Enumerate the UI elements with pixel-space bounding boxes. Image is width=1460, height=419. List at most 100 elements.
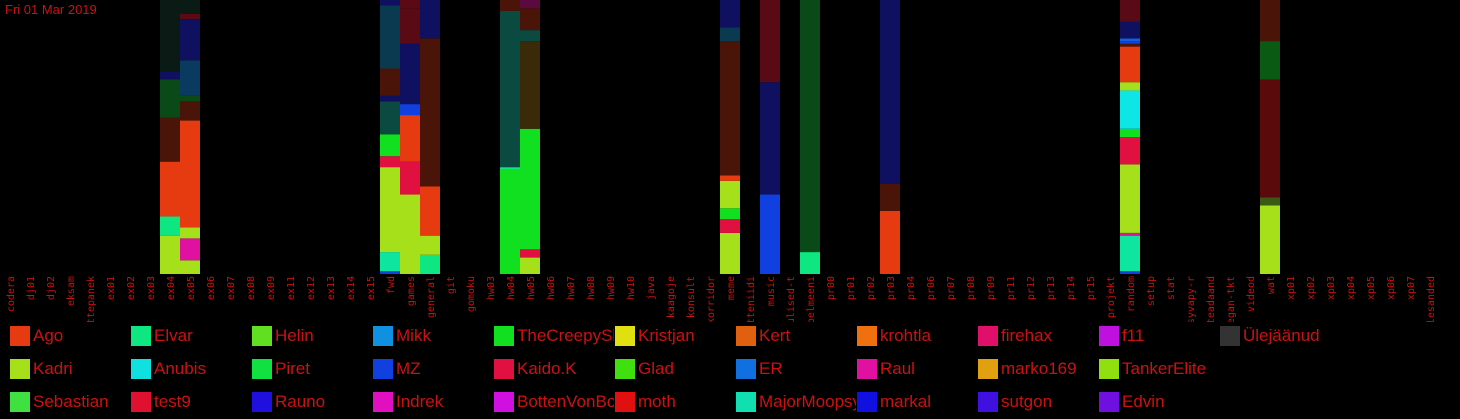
bar-segment: [720, 41, 740, 176]
bar-segment: [520, 257, 540, 274]
bar-segment: [160, 0, 180, 72]
legend-swatch: [131, 392, 151, 412]
x-tick-label: syvapy-r: [1186, 276, 1197, 322]
bar-segment: [520, 0, 540, 9]
x-tick-label: games: [406, 276, 417, 306]
x-tick-label: pr06: [926, 276, 937, 300]
legend-label: Glad: [638, 359, 674, 378]
x-tick-label: xp02: [1306, 276, 1317, 300]
x-tick-label: ex04: [166, 276, 177, 300]
bar-segment: [380, 68, 400, 96]
x-tick-label: ex13: [326, 276, 337, 300]
legend-swatch: [1099, 359, 1119, 379]
legend-item: Anubis: [131, 358, 251, 380]
legend-item: Kadri: [10, 358, 130, 380]
legend-label: Kaido.K: [517, 359, 577, 378]
legend-item: moth: [615, 391, 735, 413]
x-tick-label: vegan-tkt: [1226, 276, 1237, 322]
x-tick-label: meme: [726, 276, 737, 300]
legend-item: Glad: [615, 358, 735, 380]
bar-segment: [400, 194, 420, 274]
legend-swatch: [252, 359, 272, 379]
legend-label: sutgon: [1001, 392, 1053, 411]
x-tick-label: xp06: [1386, 276, 1397, 300]
x-tick-label: gomoku: [466, 276, 477, 312]
legend-item: MajorMoopsy: [736, 391, 856, 413]
x-tick-label: xp07: [1406, 276, 1417, 300]
bar-general: [420, 0, 440, 274]
bar-segment: [160, 117, 180, 162]
bar-segment: [400, 104, 420, 116]
bar-segment: [1120, 271, 1140, 274]
bar-meme: [720, 0, 740, 274]
x-tick-label: hw03: [486, 276, 497, 300]
x-tick-label: hw05: [526, 276, 537, 300]
bar-segment: [420, 186, 440, 236]
legend-label: BottenVonBot: [517, 392, 614, 411]
stacked-bar-chart: codera dj01 dj02 eksam ettepanek ex01 ex02 ex03…: [6, 0, 1437, 322]
legend-swatch: [373, 392, 393, 412]
bar-hw05: [520, 0, 540, 274]
bar-segment: [160, 71, 180, 80]
legend-item: TankerElite: [1099, 358, 1219, 380]
legend-swatch: [494, 326, 514, 346]
x-tick-label: fwd: [386, 276, 397, 294]
legend-label: Ago: [33, 326, 64, 345]
legend-item: sutgon: [978, 391, 1098, 413]
legend-label: firehax: [1001, 326, 1053, 345]
bar-segment: [380, 5, 400, 69]
legend-label: marko169: [1001, 359, 1077, 378]
legend-item: firehax: [978, 325, 1098, 347]
legend-item: f11: [1099, 325, 1219, 347]
legend-swatch: [857, 359, 877, 379]
x-tick-label: hw04: [506, 276, 517, 300]
x-tick-label: stat: [1166, 276, 1177, 300]
legend-item: Kristjan: [615, 325, 735, 347]
legend-label: Rauno: [275, 392, 326, 411]
bar-segment: [720, 175, 740, 181]
x-tick-label: teadaand: [1206, 276, 1217, 322]
legend-item: Raul: [857, 358, 977, 380]
legend-swatch: [978, 326, 998, 346]
x-tick-label: korridor: [706, 276, 717, 322]
bar-segment: [380, 101, 400, 135]
legend-item: TheCreepySh: [494, 325, 614, 347]
x-tick-label: xp01: [1286, 276, 1297, 300]
x-tick-label: pr14: [1066, 276, 1077, 300]
legend-label: Raul: [880, 359, 915, 378]
bar-segment: [400, 161, 420, 195]
bar-segment: [760, 194, 780, 274]
bar-segment: [1120, 82, 1140, 91]
bar-segment: [720, 180, 740, 209]
bar-segment: [380, 167, 400, 253]
bar-segment: [800, 0, 820, 253]
bar-segment: [380, 271, 400, 274]
bar-segment: [720, 232, 740, 274]
x-tick-label: mitteniidi: [746, 276, 757, 322]
bar-segment: [800, 252, 820, 274]
bar-segment: [500, 167, 520, 170]
legend-label: Piret: [275, 359, 310, 378]
x-tick-label: pr03: [886, 276, 897, 300]
legend-swatch: [252, 326, 272, 346]
legend-label: markal: [880, 392, 932, 411]
legend-item: Mikk: [373, 325, 493, 347]
bar-segment: [1120, 128, 1140, 137]
legend-swatch: [857, 392, 877, 412]
legend-item: ER: [736, 358, 856, 380]
bar-segment: [500, 169, 520, 274]
legend-swatch: [736, 359, 756, 379]
bar-segment: [180, 260, 200, 274]
bar-segment: [1120, 164, 1140, 233]
bar-segment: [400, 0, 420, 9]
bar-segment: [520, 30, 540, 42]
legend-label: Indrek: [396, 392, 444, 411]
bar-segment: [760, 0, 780, 83]
x-tick-label: ex03: [146, 276, 157, 300]
legend-swatch: [1220, 326, 1240, 346]
legend-item: Kert: [736, 325, 856, 347]
x-tick-label: dj01: [26, 276, 37, 300]
x-tick-label: hw10: [626, 276, 637, 300]
legend-item: Sebastian: [10, 391, 130, 413]
legend-swatch: [373, 326, 393, 346]
